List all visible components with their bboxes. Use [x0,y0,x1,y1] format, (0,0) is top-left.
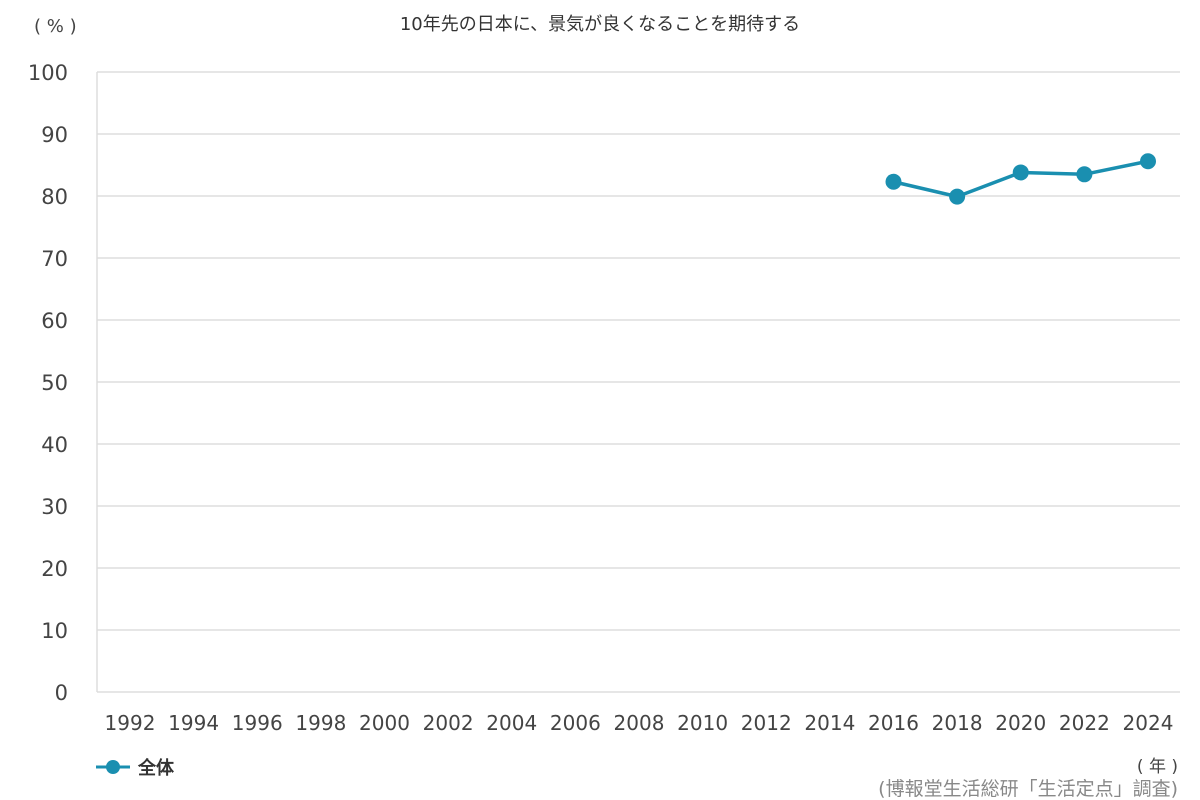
x-tick-label: 2016 [868,711,919,735]
x-tick-label: 2004 [486,711,537,735]
data-point-2022 [1076,166,1093,183]
x-tick-label: 1994 [168,711,219,735]
y-tick-label: 90 [41,123,68,147]
x-tick-label: 2006 [550,711,601,735]
data-point-2016 [885,173,902,190]
x-tick-label: 1992 [105,711,156,735]
y-tick-label: 40 [41,433,68,457]
x-tick-label: 1996 [232,711,283,735]
x-tick-label: 2010 [677,711,728,735]
x-tick-label: 2012 [741,711,792,735]
y-axis-unit: ( % ) [34,16,77,37]
x-tick-label: 2018 [932,711,983,735]
x-axis-unit: ( 年 ) [1136,757,1178,777]
y-tick-label: 100 [28,61,68,85]
x-tick-label: 2002 [423,711,474,735]
source-note: (博報堂生活総研「生活定点」調査) [878,778,1178,800]
x-tick-label: 1998 [295,711,346,735]
y-tick-label: 70 [41,247,68,271]
y-tick-label: 60 [41,309,68,333]
x-tick-label: 2000 [359,711,410,735]
x-tick-label: 2008 [614,711,665,735]
x-tick-label: 2022 [1059,711,1110,735]
x-tick-label: 2024 [1123,711,1174,735]
chart-title: 10年先の日本に、景気が良くなることを期待する [399,14,801,35]
data-point-2024 [1140,153,1156,170]
y-tick-label: 0 [55,681,68,705]
y-tick-label: 20 [41,557,68,581]
y-tick-label: 50 [41,371,68,395]
data-point-2018 [949,188,966,205]
x-tick-label: 2020 [995,711,1046,735]
x-tick-label: 2014 [804,711,855,735]
data-point-2020 [1012,164,1029,181]
y-tick-label: 80 [41,185,68,209]
legend: 全体 [96,754,174,780]
legend-marker-icon [96,760,130,774]
y-tick-label: 10 [41,619,68,643]
legend-label-overall: 全体 [138,758,174,779]
y-tick-label: 30 [41,495,68,519]
